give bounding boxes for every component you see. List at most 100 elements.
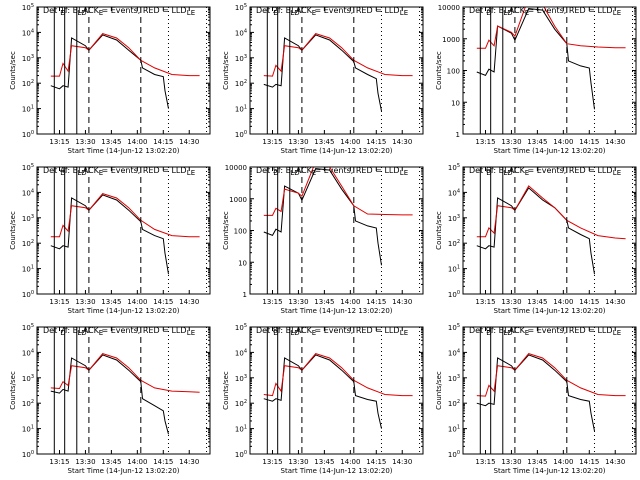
- ytick-label: 1: [456, 131, 460, 139]
- x-axis-label: Start Time (14-Jun-12 13:02:20): [68, 467, 180, 475]
- xtick-label: 13:30: [75, 458, 95, 466]
- ytick-label: 105: [22, 3, 34, 12]
- xtick-label: 13:15: [262, 298, 282, 306]
- xtick-label: 13:45: [101, 458, 121, 466]
- x-axis-label: Start Time (14-Jun-12 13:02:20): [68, 307, 180, 315]
- plot-area: [263, 7, 421, 134]
- marker-label: E: [525, 169, 529, 177]
- series-line-events: [263, 34, 382, 112]
- xtick-label: 13:30: [288, 458, 308, 466]
- plot-area: [476, 7, 634, 134]
- series-line-lld: [50, 33, 200, 77]
- xtick-label: 14:00: [340, 138, 360, 146]
- ytick-label: 105: [448, 323, 460, 332]
- xtick-label: 13:45: [527, 458, 547, 466]
- series-line-lld: [50, 193, 200, 238]
- ytick-label: 103: [22, 374, 34, 383]
- xtick-label: 14:15: [366, 458, 386, 466]
- ytick-label: 104: [448, 348, 460, 357]
- xtick-label: 13:15: [475, 458, 495, 466]
- xtick-label: 14:30: [392, 298, 412, 306]
- xtick-label: 14:15: [579, 458, 599, 466]
- marker-label: E: [312, 329, 316, 337]
- xtick-label: 13:15: [475, 138, 495, 146]
- xtick-label: 14:00: [127, 458, 147, 466]
- axes-frame: [36, 326, 211, 455]
- marker-label: LE: [187, 9, 195, 17]
- ytick-label: 100: [235, 450, 247, 459]
- panel-title: Det 3f: BLACK = Events, RED = LLD: [469, 6, 613, 15]
- series-line-events: [476, 7, 595, 110]
- xtick-label: 14:30: [605, 458, 625, 466]
- x-axis-label: Start Time (14-Jun-12 13:02:20): [494, 307, 606, 315]
- ytick-label: 105: [235, 323, 247, 332]
- ytick-label: 102: [22, 239, 34, 248]
- panel-title: Det 9f: BLACK = Events, RED = LLD: [469, 326, 613, 335]
- y-axis-label: Counts/sec: [222, 371, 230, 410]
- marker-label: LE: [613, 169, 621, 177]
- xtick-label: 13:30: [501, 138, 521, 146]
- series-line-events: [50, 354, 169, 435]
- marker-label: D: [60, 329, 65, 337]
- ytick-label: 1: [243, 291, 247, 299]
- y-axis-label: Counts/sec: [9, 51, 17, 90]
- marker-label: D: [60, 9, 65, 17]
- ytick-label: 103: [448, 374, 460, 383]
- series-line-events: [263, 167, 382, 266]
- marker-label: E: [312, 9, 316, 17]
- series-line-events: [50, 34, 169, 109]
- xtick-label: 13:30: [288, 298, 308, 306]
- ytick-label: 104: [448, 188, 460, 197]
- marker-label: D: [60, 169, 65, 177]
- xtick-label: 13:15: [262, 138, 282, 146]
- y-axis-label: Counts/sec: [222, 51, 230, 90]
- plot-area: [50, 7, 208, 134]
- marker-label: LD: [290, 169, 299, 177]
- ytick-label: 102: [448, 399, 460, 408]
- ytick-label: 102: [22, 399, 34, 408]
- ytick-label: 104: [22, 28, 34, 37]
- plot-area: [476, 327, 634, 454]
- marker-label: D: [273, 9, 278, 17]
- ytick-label: 100: [447, 68, 460, 76]
- xtick-label: 13:30: [288, 138, 308, 146]
- marker-label: E: [525, 329, 529, 337]
- marker-label: D: [273, 329, 278, 337]
- marker-label: D: [486, 169, 491, 177]
- axes-frame: [462, 326, 637, 455]
- ytick-label: 101: [22, 265, 34, 274]
- xtick-label: 14:15: [366, 298, 386, 306]
- ytick-label: 100: [234, 228, 247, 236]
- ytick-label: 104: [235, 28, 247, 37]
- xtick-label: 14:30: [179, 138, 199, 146]
- ytick-label: 101: [22, 425, 34, 434]
- series-line-events: [50, 194, 169, 275]
- plot-area: [50, 327, 208, 454]
- xtick-label: 14:15: [153, 458, 173, 466]
- marker-label: LE: [613, 9, 621, 17]
- ytick-label: 100: [22, 290, 34, 299]
- xtick-label: 13:30: [501, 458, 521, 466]
- marker-label: E: [312, 169, 316, 177]
- series-line-lld: [263, 353, 413, 397]
- ytick-label: 102: [235, 399, 247, 408]
- plot-area: [263, 327, 421, 454]
- ytick-label: 101: [448, 265, 460, 274]
- marker-label: LD: [503, 9, 512, 17]
- axes-frame: [249, 166, 424, 295]
- xtick-label: 14:30: [605, 138, 625, 146]
- xtick-label: 14:15: [153, 138, 173, 146]
- xtick-label: 14:30: [392, 458, 412, 466]
- plot-area: [50, 167, 208, 294]
- xtick-label: 13:45: [314, 298, 334, 306]
- panel-title: Det 6f: BLACK = Events, RED = LLD: [469, 166, 613, 175]
- x-axis-label: Start Time (14-Jun-12 13:02:20): [281, 307, 393, 315]
- xtick-label: 13:45: [314, 138, 334, 146]
- ytick-label: 1000: [229, 196, 247, 204]
- xtick-label: 14:30: [179, 298, 199, 306]
